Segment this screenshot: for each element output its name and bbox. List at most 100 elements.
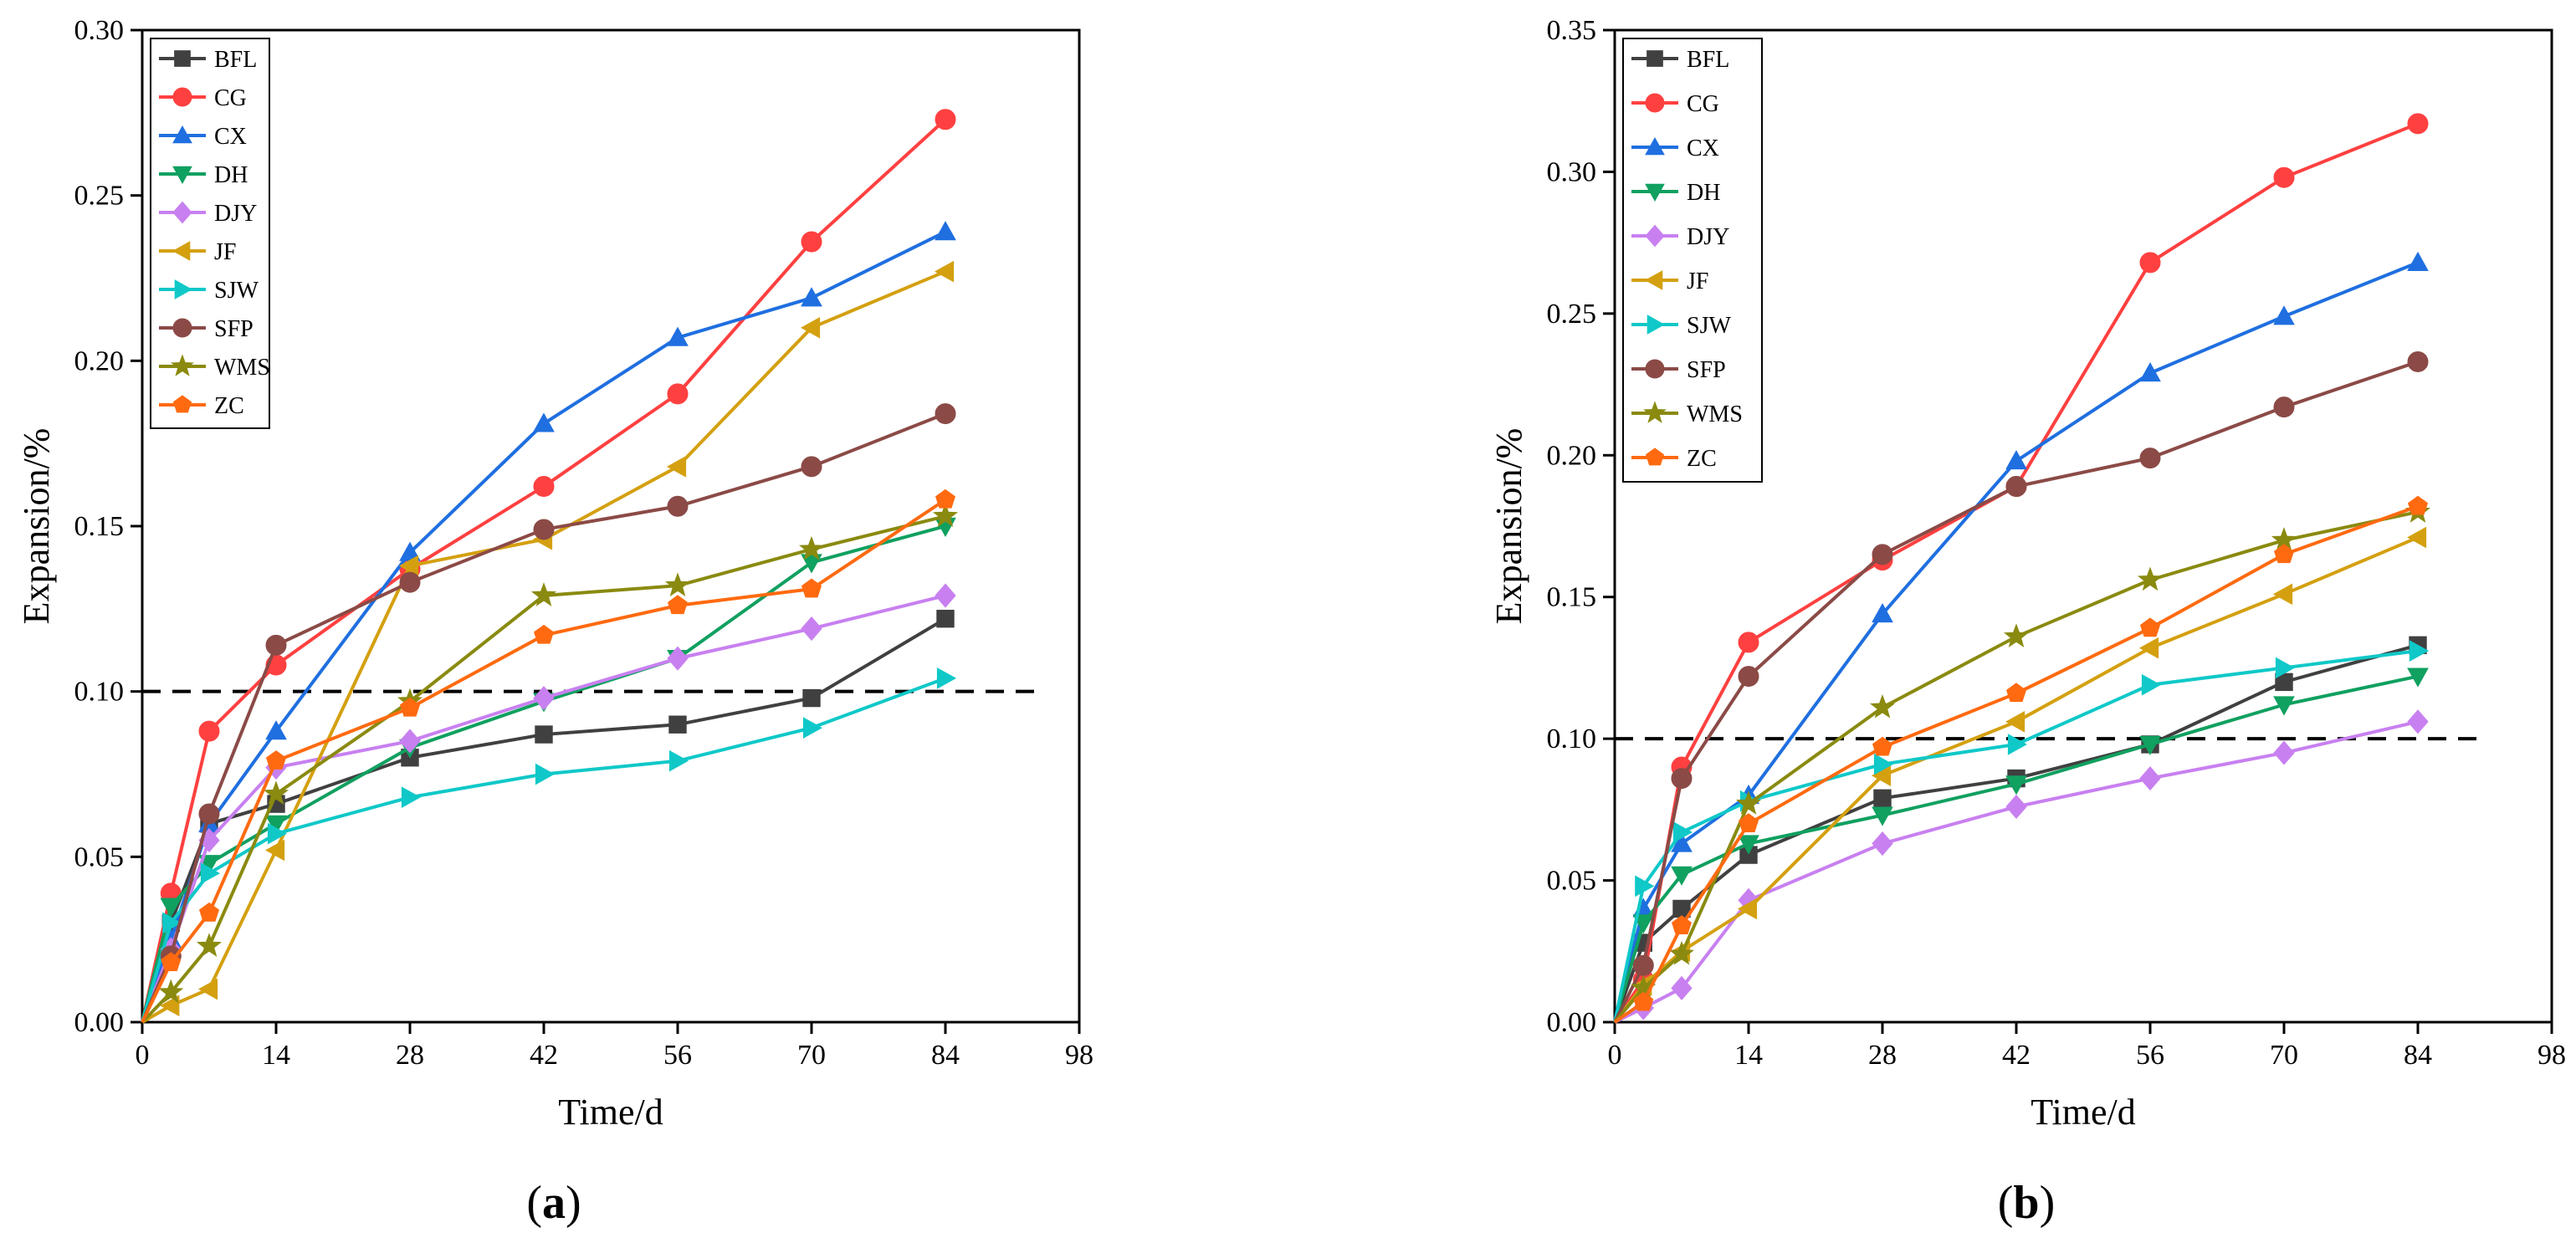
- data-point: [936, 609, 955, 628]
- data-point: [2273, 544, 2295, 564]
- x-tick-label: 14: [262, 1040, 290, 1071]
- y-tick-label: 0.00: [74, 1007, 125, 1038]
- legend-item-sjw: SJW: [159, 278, 259, 304]
- data-point: [1869, 694, 1896, 719]
- x-tick-label: 70: [797, 1040, 826, 1071]
- legend: BFL CG CX DH DJY JF SJW SFP WMS ZC: [150, 38, 270, 429]
- y-tick-label: 0.15: [74, 511, 125, 542]
- series-layer: [141, 109, 959, 1024]
- data-point: [399, 729, 421, 754]
- data-point: [2005, 450, 2027, 470]
- data-point: [264, 839, 285, 862]
- data-point: [1872, 806, 1893, 826]
- x-axis-title: Time/d: [558, 1092, 663, 1133]
- data-point: [934, 260, 955, 283]
- legend-item-sfp: SFP: [1631, 357, 1726, 383]
- legend-marker: [172, 318, 192, 338]
- data-point: [267, 822, 288, 845]
- x-tick-label: 14: [1734, 1040, 1763, 1071]
- legend-item-sjw: SJW: [1631, 313, 1731, 339]
- data-point: [801, 554, 822, 574]
- data-point: [800, 316, 821, 339]
- legend-label: DJY: [214, 201, 257, 227]
- data-point: [801, 231, 822, 253]
- data-point: [1738, 813, 1759, 833]
- data-point: [935, 221, 956, 241]
- series-line: [141, 498, 947, 1023]
- data-point: [1668, 940, 1695, 965]
- legend-label: CG: [214, 85, 247, 111]
- data-point: [2005, 476, 2027, 498]
- data-point: [2407, 350, 2429, 372]
- legend-label: SFP: [214, 316, 254, 342]
- legend-marker: [1645, 448, 1665, 466]
- legend-label: JF: [214, 239, 236, 265]
- data-point: [2007, 734, 2028, 755]
- data-point: [161, 952, 182, 972]
- data-point: [2139, 766, 2161, 791]
- data-point: [2407, 251, 2429, 271]
- data-point: [2272, 583, 2293, 606]
- series-djy: [141, 583, 956, 1023]
- data-point: [535, 763, 556, 785]
- data-point: [2141, 673, 2162, 696]
- legend-marker: [172, 201, 192, 224]
- data-point: [935, 488, 956, 509]
- data-point: [533, 686, 555, 711]
- data-point: [1872, 736, 1893, 756]
- legend-label: BFL: [214, 47, 257, 73]
- data-point: [935, 403, 956, 425]
- legend-item-djy: DJY: [1631, 224, 1729, 250]
- legend-marker: [171, 354, 194, 376]
- data-point: [802, 717, 823, 739]
- legend-marker: [1644, 270, 1663, 290]
- x-tick-label: 56: [663, 1040, 692, 1071]
- y-axis-title: Expansion/%: [16, 428, 57, 625]
- data-point: [533, 412, 555, 432]
- data-point: [399, 571, 421, 593]
- panel-label-b: (b): [1998, 1177, 2055, 1229]
- data-point: [2139, 735, 2161, 755]
- data-point: [1737, 898, 1758, 920]
- legend-marker: [172, 166, 192, 185]
- data-point: [2139, 361, 2161, 382]
- data-point: [1873, 789, 1892, 808]
- data-point: [2407, 495, 2429, 515]
- data-point: [533, 624, 555, 644]
- data-point: [533, 519, 555, 540]
- data-point: [1738, 632, 1759, 653]
- x-axis-title: Time/d: [2031, 1092, 2136, 1133]
- data-point: [265, 750, 287, 770]
- legend-label: SJW: [214, 278, 259, 304]
- y-tick-label: 0.35: [1547, 15, 1597, 46]
- data-point: [2273, 696, 2295, 716]
- data-point: [801, 287, 822, 307]
- series-wms: [141, 503, 959, 1024]
- legend-item-bfl: BFL: [1631, 47, 1729, 73]
- x-tick-label: 42: [2002, 1040, 2031, 1071]
- x-tick-label: 84: [2404, 1040, 2432, 1071]
- data-point: [535, 725, 553, 744]
- legend-item-dh: DH: [1631, 180, 1720, 206]
- data-point: [2005, 710, 2025, 733]
- data-point: [198, 855, 220, 875]
- data-point: [2406, 526, 2427, 549]
- data-point: [2407, 667, 2429, 688]
- legend-item-cg: CG: [1631, 91, 1719, 117]
- legend-label: DH: [214, 162, 248, 188]
- y-tick-label: 0.30: [74, 15, 125, 46]
- legend-marker: [1645, 224, 1665, 248]
- data-point: [1671, 975, 1693, 1000]
- data-point: [200, 862, 221, 884]
- data-point: [667, 383, 689, 405]
- data-point: [1873, 753, 1894, 775]
- panel-label-a: (a): [526, 1177, 581, 1229]
- data-point: [2138, 637, 2159, 659]
- data-point: [667, 495, 689, 517]
- x-tick-label: 0: [1608, 1040, 1622, 1071]
- data-point: [1671, 832, 1693, 852]
- legend-item-cx: CX: [159, 124, 247, 150]
- data-point: [664, 572, 691, 596]
- data-point: [198, 803, 220, 825]
